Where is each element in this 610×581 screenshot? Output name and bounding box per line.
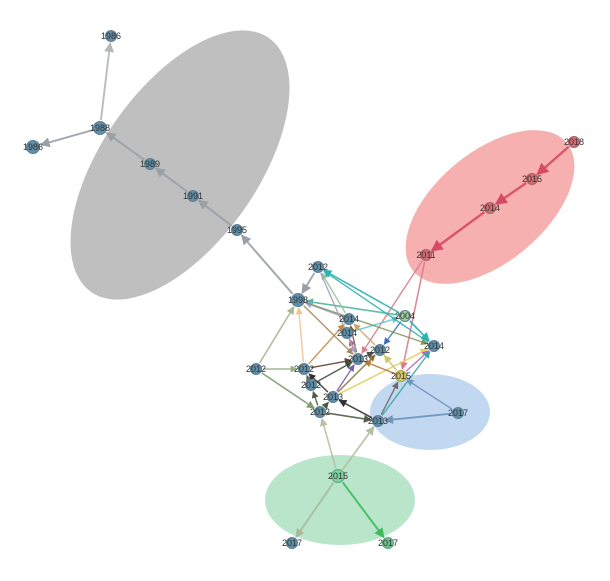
graph-node[interactable] — [314, 406, 326, 418]
graph-node[interactable] — [568, 136, 580, 148]
edge — [384, 322, 401, 345]
network-svg — [0, 0, 610, 581]
edge — [306, 303, 428, 344]
network-diagram: 1986198619881989199119951998201220042014… — [0, 0, 610, 581]
graph-node[interactable] — [343, 313, 355, 325]
graph-node[interactable] — [231, 224, 243, 236]
graph-node[interactable] — [399, 310, 411, 322]
graph-node[interactable] — [327, 391, 339, 403]
graph-node[interactable] — [382, 537, 394, 549]
graph-node[interactable] — [526, 173, 538, 185]
edge — [364, 353, 373, 357]
graph-node[interactable] — [352, 353, 364, 365]
edge — [299, 308, 304, 362]
edge — [325, 402, 329, 406]
edge — [302, 273, 314, 293]
graph-node[interactable] — [298, 363, 310, 375]
edge — [313, 392, 318, 406]
graph-node[interactable] — [372, 415, 384, 427]
graph-node[interactable] — [395, 370, 407, 382]
edge — [307, 375, 308, 378]
graph-node[interactable] — [250, 363, 262, 375]
graph-node[interactable] — [144, 158, 156, 170]
graph-node[interactable] — [341, 327, 353, 339]
cluster-ellipse — [370, 374, 490, 450]
edge — [309, 324, 345, 364]
edge — [242, 235, 293, 294]
graph-node[interactable] — [484, 202, 496, 214]
graph-node[interactable] — [374, 344, 386, 356]
graph-node[interactable] — [105, 30, 117, 42]
graph-node[interactable] — [26, 140, 40, 154]
edge — [101, 43, 110, 120]
graph-node[interactable] — [93, 121, 107, 135]
edge — [322, 273, 346, 313]
graph-node[interactable] — [305, 379, 317, 391]
graph-node[interactable] — [428, 340, 440, 352]
edge — [354, 318, 399, 331]
edge — [41, 130, 93, 145]
edge — [260, 307, 294, 363]
edge — [262, 373, 314, 408]
graph-node[interactable] — [187, 190, 199, 202]
graph-node[interactable] — [420, 249, 432, 261]
graph-node[interactable] — [452, 407, 464, 419]
graph-node[interactable] — [291, 293, 305, 307]
edge — [354, 324, 375, 345]
graph-node[interactable] — [312, 261, 324, 273]
graph-node[interactable] — [286, 537, 298, 549]
graph-node[interactable] — [331, 469, 345, 483]
